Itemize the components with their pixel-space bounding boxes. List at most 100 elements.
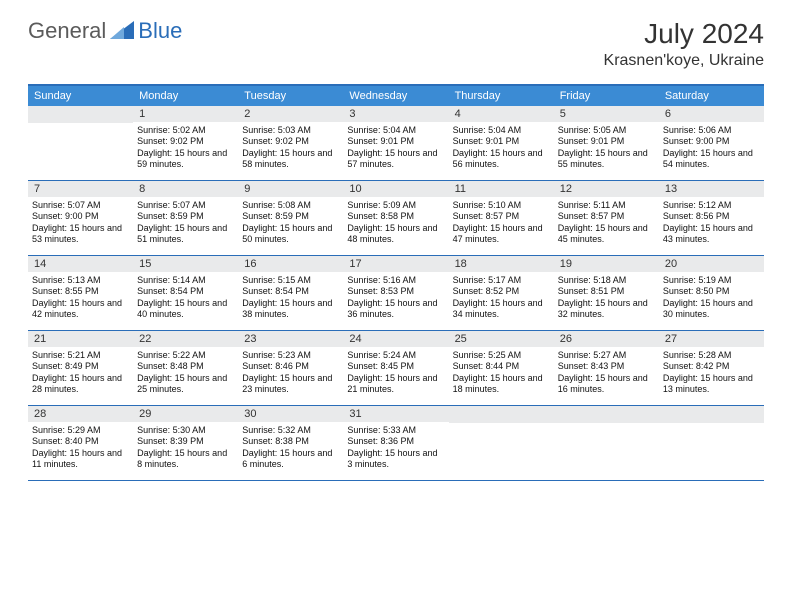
weekday-header: Sunday xyxy=(28,86,133,106)
sunrise-line: Sunrise: 5:23 AM xyxy=(242,350,339,361)
location: Krasnen'koye, Ukraine xyxy=(604,52,764,70)
empty-day-bar xyxy=(554,406,659,423)
day-body: Sunrise: 5:13 AMSunset: 8:55 PMDaylight:… xyxy=(28,272,133,324)
day-body: Sunrise: 5:23 AMSunset: 8:46 PMDaylight:… xyxy=(238,347,343,399)
sunset-line: Sunset: 9:02 PM xyxy=(137,136,234,147)
sunrise-line: Sunrise: 5:18 AM xyxy=(558,275,655,286)
day-cell: 31Sunrise: 5:33 AMSunset: 8:36 PMDayligh… xyxy=(343,406,448,480)
calendar: SundayMondayTuesdayWednesdayThursdayFrid… xyxy=(28,84,764,481)
day-number: 29 xyxy=(133,406,238,422)
logo-text-general: General xyxy=(28,18,106,44)
sunrise-line: Sunrise: 5:03 AM xyxy=(242,125,339,136)
sunset-line: Sunset: 8:48 PM xyxy=(137,361,234,372)
daylight-line: Daylight: 15 hours and 59 minutes. xyxy=(137,148,234,171)
daylight-line: Daylight: 15 hours and 3 minutes. xyxy=(347,448,444,471)
sunrise-line: Sunrise: 5:19 AM xyxy=(663,275,760,286)
sunrise-line: Sunrise: 5:08 AM xyxy=(242,200,339,211)
daylight-line: Daylight: 15 hours and 50 minutes. xyxy=(242,223,339,246)
day-body: Sunrise: 5:18 AMSunset: 8:51 PMDaylight:… xyxy=(554,272,659,324)
day-cell: 16Sunrise: 5:15 AMSunset: 8:54 PMDayligh… xyxy=(238,256,343,330)
sunrise-line: Sunrise: 5:32 AM xyxy=(242,425,339,436)
sunrise-line: Sunrise: 5:05 AM xyxy=(558,125,655,136)
sunrise-line: Sunrise: 5:13 AM xyxy=(32,275,129,286)
weekday-header: Thursday xyxy=(449,86,554,106)
weekday-header: Monday xyxy=(133,86,238,106)
daylight-line: Daylight: 15 hours and 32 minutes. xyxy=(558,298,655,321)
day-cell: 8Sunrise: 5:07 AMSunset: 8:59 PMDaylight… xyxy=(133,181,238,255)
sunset-line: Sunset: 8:59 PM xyxy=(137,211,234,222)
day-body: Sunrise: 5:10 AMSunset: 8:57 PMDaylight:… xyxy=(449,197,554,249)
day-body: Sunrise: 5:09 AMSunset: 8:58 PMDaylight:… xyxy=(343,197,448,249)
day-cell: 14Sunrise: 5:13 AMSunset: 8:55 PMDayligh… xyxy=(28,256,133,330)
sunset-line: Sunset: 8:43 PM xyxy=(558,361,655,372)
day-body: Sunrise: 5:11 AMSunset: 8:57 PMDaylight:… xyxy=(554,197,659,249)
day-number: 15 xyxy=(133,256,238,272)
weekday-header: Saturday xyxy=(659,86,764,106)
day-body: Sunrise: 5:17 AMSunset: 8:52 PMDaylight:… xyxy=(449,272,554,324)
sunrise-line: Sunrise: 5:15 AM xyxy=(242,275,339,286)
sunrise-line: Sunrise: 5:17 AM xyxy=(453,275,550,286)
sunset-line: Sunset: 9:00 PM xyxy=(663,136,760,147)
sunset-line: Sunset: 8:40 PM xyxy=(32,436,129,447)
week-row: 1Sunrise: 5:02 AMSunset: 9:02 PMDaylight… xyxy=(28,106,764,181)
day-number: 11 xyxy=(449,181,554,197)
day-number: 13 xyxy=(659,181,764,197)
daylight-line: Daylight: 15 hours and 56 minutes. xyxy=(453,148,550,171)
sunset-line: Sunset: 9:01 PM xyxy=(558,136,655,147)
sunset-line: Sunset: 9:02 PM xyxy=(242,136,339,147)
week-row: 14Sunrise: 5:13 AMSunset: 8:55 PMDayligh… xyxy=(28,256,764,331)
day-cell: 19Sunrise: 5:18 AMSunset: 8:51 PMDayligh… xyxy=(554,256,659,330)
day-number: 7 xyxy=(28,181,133,197)
day-number: 14 xyxy=(28,256,133,272)
empty-day-bar xyxy=(28,106,133,123)
day-number: 16 xyxy=(238,256,343,272)
day-body: Sunrise: 5:28 AMSunset: 8:42 PMDaylight:… xyxy=(659,347,764,399)
daylight-line: Daylight: 15 hours and 13 minutes. xyxy=(663,373,760,396)
day-number: 27 xyxy=(659,331,764,347)
sunset-line: Sunset: 8:55 PM xyxy=(32,286,129,297)
day-cell: 11Sunrise: 5:10 AMSunset: 8:57 PMDayligh… xyxy=(449,181,554,255)
day-number: 30 xyxy=(238,406,343,422)
daylight-line: Daylight: 15 hours and 48 minutes. xyxy=(347,223,444,246)
logo-triangle-icon xyxy=(110,19,134,44)
daylight-line: Daylight: 15 hours and 53 minutes. xyxy=(32,223,129,246)
daylight-line: Daylight: 15 hours and 57 minutes. xyxy=(347,148,444,171)
daylight-line: Daylight: 15 hours and 18 minutes. xyxy=(453,373,550,396)
sunrise-line: Sunrise: 5:14 AM xyxy=(137,275,234,286)
weekday-header: Friday xyxy=(554,86,659,106)
day-number: 28 xyxy=(28,406,133,422)
day-body: Sunrise: 5:03 AMSunset: 9:02 PMDaylight:… xyxy=(238,122,343,174)
day-body: Sunrise: 5:24 AMSunset: 8:45 PMDaylight:… xyxy=(343,347,448,399)
daylight-line: Daylight: 15 hours and 16 minutes. xyxy=(558,373,655,396)
sunrise-line: Sunrise: 5:29 AM xyxy=(32,425,129,436)
daylight-line: Daylight: 15 hours and 55 minutes. xyxy=(558,148,655,171)
day-body: Sunrise: 5:25 AMSunset: 8:44 PMDaylight:… xyxy=(449,347,554,399)
daylight-line: Daylight: 15 hours and 21 minutes. xyxy=(347,373,444,396)
sunset-line: Sunset: 8:46 PM xyxy=(242,361,339,372)
day-cell: 22Sunrise: 5:22 AMSunset: 8:48 PMDayligh… xyxy=(133,331,238,405)
day-number: 17 xyxy=(343,256,448,272)
sunrise-line: Sunrise: 5:33 AM xyxy=(347,425,444,436)
day-body: Sunrise: 5:08 AMSunset: 8:59 PMDaylight:… xyxy=(238,197,343,249)
sunrise-line: Sunrise: 5:06 AM xyxy=(663,125,760,136)
sunrise-line: Sunrise: 5:21 AM xyxy=(32,350,129,361)
day-cell: 18Sunrise: 5:17 AMSunset: 8:52 PMDayligh… xyxy=(449,256,554,330)
sunrise-line: Sunrise: 5:07 AM xyxy=(137,200,234,211)
daylight-line: Daylight: 15 hours and 28 minutes. xyxy=(32,373,129,396)
day-cell: 28Sunrise: 5:29 AMSunset: 8:40 PMDayligh… xyxy=(28,406,133,480)
sunrise-line: Sunrise: 5:09 AM xyxy=(347,200,444,211)
day-number: 12 xyxy=(554,181,659,197)
day-body: Sunrise: 5:14 AMSunset: 8:54 PMDaylight:… xyxy=(133,272,238,324)
sunset-line: Sunset: 8:56 PM xyxy=(663,211,760,222)
title-block: July 2024 Krasnen'koye, Ukraine xyxy=(604,18,764,70)
day-number: 2 xyxy=(238,106,343,122)
sunset-line: Sunset: 9:00 PM xyxy=(32,211,129,222)
week-row: 28 Sunrise: 5:29 AMSunset: 8:40 PM Dayligh… xyxy=(28,406,764,481)
day-cell: 9Sunrise: 5:08 AMSunset: 8:59 PMDaylight… xyxy=(238,181,343,255)
day-number: 31 xyxy=(343,406,448,422)
sunset-line: Sunset: 8:53 PM xyxy=(347,286,444,297)
day-number: 9 xyxy=(238,181,343,197)
day-number: 5 xyxy=(554,106,659,122)
day-cell: 25Sunrise: 5:25 AMSunset: 8:44 PMDayligh… xyxy=(449,331,554,405)
daylight-line: Daylight: 15 hours and 40 minutes. xyxy=(137,298,234,321)
